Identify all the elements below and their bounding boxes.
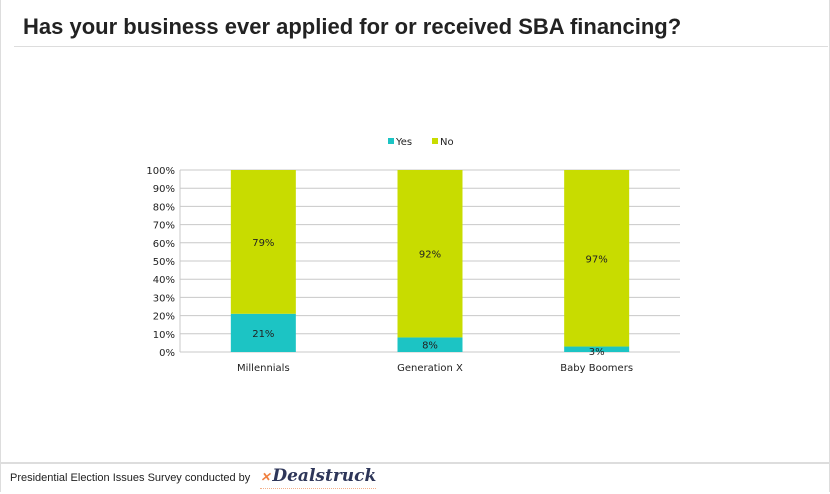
data-label: 21%: [252, 329, 274, 340]
legend-label: No: [440, 137, 454, 148]
footer-text: Presidential Election Issues Survey cond…: [10, 471, 251, 484]
bar-yes: [397, 337, 463, 352]
legend-swatch-no: [432, 138, 438, 144]
bar-yes: [230, 313, 296, 352]
x-tick-label: Baby Boomers: [560, 363, 633, 374]
footer: Presidential Election Issues Survey cond…: [10, 466, 377, 489]
y-tick-label: 40%: [153, 275, 175, 286]
y-tick-label: 20%: [153, 312, 175, 323]
legend-swatch-yes: [388, 138, 394, 144]
y-tick-label: 30%: [153, 293, 175, 304]
data-label: 3%: [589, 347, 605, 358]
stacked-bar-chart: 0% 10% 20% 30% 40% 50% 60% 70% 80% 90% 100% 21% 79% M…: [146, 137, 680, 374]
data-label: 97%: [586, 254, 608, 265]
bar-yes: [564, 346, 630, 352]
title-divider: [14, 46, 828, 47]
dealstruck-logo[interactable]: ✕ Dealstruck: [260, 466, 377, 489]
bar-no: [564, 170, 630, 347]
logo-text: Dealstruck: [272, 466, 377, 486]
y-tick-label: 60%: [153, 239, 175, 250]
y-tick-label: 0%: [159, 348, 175, 359]
data-label: 92%: [419, 250, 441, 261]
logo-mark-icon: ✕: [260, 470, 271, 484]
y-tick-label: 90%: [153, 184, 175, 195]
data-label: 79%: [252, 238, 274, 249]
y-tick-label: 100%: [146, 166, 175, 177]
y-tick-label: 80%: [153, 202, 175, 213]
x-tick-label: Generation X: [397, 363, 463, 374]
legend-label: Yes: [395, 137, 412, 148]
y-tick-label: 10%: [153, 330, 175, 341]
data-label: 8%: [422, 341, 438, 352]
y-tick-label: 50%: [153, 257, 175, 268]
bar-no: [397, 170, 463, 338]
footer-divider: [0, 462, 830, 464]
bar-no: [230, 170, 296, 314]
y-tick-label: 70%: [153, 221, 175, 232]
page-title: Has your business ever applied for or re…: [23, 14, 682, 39]
x-tick-label: Millennials: [237, 363, 290, 374]
